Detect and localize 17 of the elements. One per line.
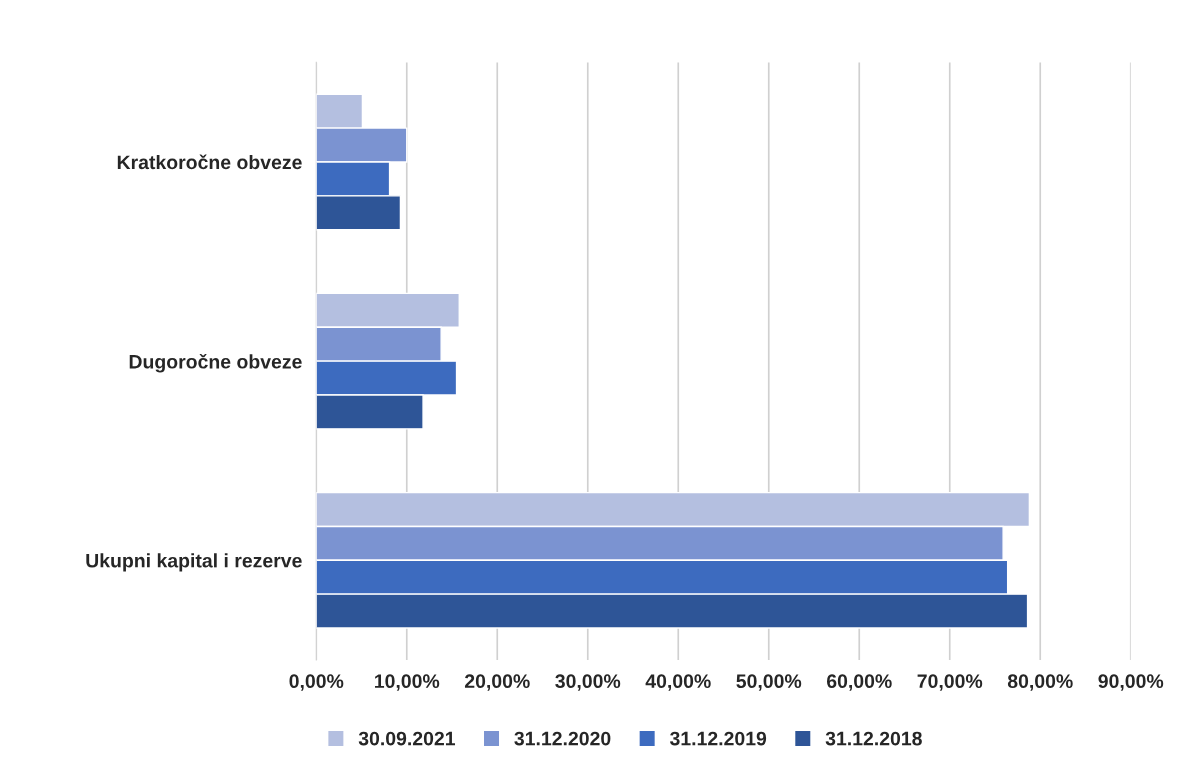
x-tick-label: 10,00% — [375, 674, 440, 691]
legend-label: 30.09.2021 — [358, 731, 456, 746]
y-tick-label: Dugoročne obveze — [129, 353, 302, 373]
x-tick-label: 20,00% — [464, 674, 530, 691]
x-tick-label: 50,00% — [736, 674, 802, 691]
x-tick-label: 30,00% — [555, 674, 621, 691]
legend-label: 31.12.2020 — [514, 731, 611, 746]
x-tick-label: 80,00% — [1007, 674, 1073, 691]
x-tick-label: 40,00% — [645, 674, 711, 691]
x-tick-label: 60,00% — [826, 674, 892, 691]
legend-label: 31.12.2019 — [669, 731, 767, 746]
y-tick-label: Kratkoročne obveze — [117, 154, 302, 170]
x-tick-label: 70,00% — [917, 674, 983, 691]
x-tick-label: 90,00% — [1098, 674, 1164, 691]
y-tick-label: Ukupni kapital i rezerve — [86, 553, 302, 572]
legend-label: 31.12.2018 — [825, 731, 922, 746]
x-tick-label: 0,00% — [289, 674, 344, 691]
